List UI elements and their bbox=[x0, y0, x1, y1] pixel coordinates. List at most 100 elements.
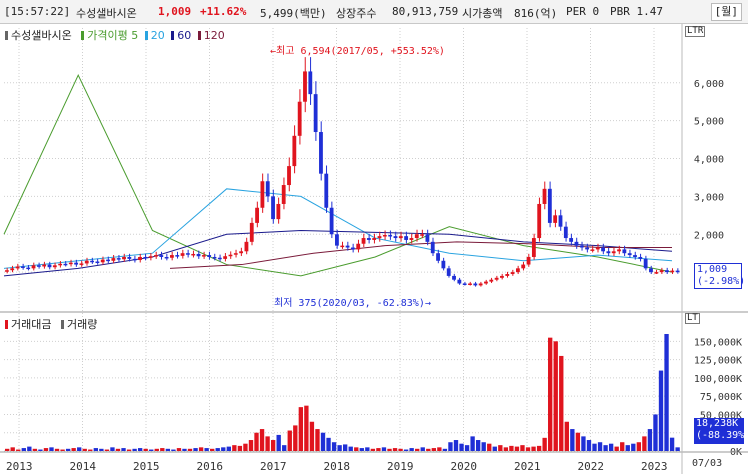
candle bbox=[617, 249, 621, 252]
volume-bar bbox=[653, 414, 658, 451]
x-tick-label: 2020 bbox=[451, 460, 478, 473]
ctrl-l[interactable]: L bbox=[687, 313, 693, 323]
volume-bar bbox=[620, 442, 625, 451]
y-tick-label: 6,000 bbox=[694, 79, 724, 90]
candle bbox=[553, 215, 558, 223]
legend-marker-icon bbox=[5, 320, 8, 329]
candle bbox=[500, 275, 504, 278]
candle bbox=[521, 264, 526, 269]
volume-bar bbox=[370, 448, 376, 451]
candle bbox=[510, 272, 515, 275]
ctrl-t[interactable]: T bbox=[692, 26, 698, 36]
time-label: [15:57:22] bbox=[4, 5, 71, 18]
ma-120[interactable]: 120 bbox=[203, 29, 225, 42]
volume-bar bbox=[298, 407, 304, 451]
ma-label[interactable]: 가격이평 bbox=[87, 29, 128, 42]
candle bbox=[42, 264, 47, 267]
volume-bar bbox=[193, 448, 198, 451]
ma-line-20 bbox=[3, 188, 673, 269]
y-tick-label: 100,000K bbox=[694, 374, 742, 385]
volume-panel-title[interactable]: 거래대금 bbox=[11, 318, 52, 331]
ma-60[interactable]: 60 bbox=[177, 29, 192, 42]
candle bbox=[170, 255, 174, 258]
price-panel-controls[interactable]: LTR bbox=[685, 26, 706, 37]
volume-bar bbox=[675, 447, 680, 451]
max-annotation: ←최고 6,594(2017/05, +553.52%) bbox=[270, 46, 445, 57]
volume-bar bbox=[121, 448, 126, 451]
ma-20[interactable]: 20 bbox=[150, 29, 165, 42]
candle bbox=[111, 258, 116, 261]
candle bbox=[31, 265, 36, 269]
change-percent: +11.62% bbox=[200, 5, 247, 18]
candle bbox=[547, 188, 552, 223]
ctrl-l[interactable]: L bbox=[687, 26, 693, 36]
volume-bar bbox=[509, 445, 514, 451]
volume-bar bbox=[248, 440, 254, 451]
candle bbox=[366, 238, 371, 240]
volume-bar bbox=[409, 448, 414, 451]
volume-bar bbox=[226, 446, 231, 451]
pbr-value: PBR 1.47 bbox=[610, 5, 663, 18]
legend-marker-icon bbox=[144, 31, 148, 40]
candle bbox=[601, 247, 605, 252]
volume-bar bbox=[398, 448, 403, 451]
volume-bar bbox=[331, 442, 337, 451]
volume-bar bbox=[531, 446, 536, 451]
x-axis-labels: 2013 2014 2015 2016 2017 2018 2019 2020 2021 2022… bbox=[6, 460, 668, 473]
period-button[interactable]: [월] bbox=[710, 3, 742, 21]
candle bbox=[84, 260, 89, 264]
candle bbox=[531, 238, 536, 257]
candle bbox=[271, 196, 275, 220]
candle bbox=[345, 245, 350, 248]
ma-5[interactable]: 5 bbox=[131, 29, 139, 42]
candle bbox=[388, 235, 393, 237]
x-tick-label: 2014 bbox=[70, 460, 97, 473]
candle bbox=[122, 256, 126, 260]
volume-panel-controls[interactable]: LT bbox=[685, 313, 700, 324]
volume-bar bbox=[77, 447, 82, 451]
y-tick-label: 75,000K bbox=[700, 392, 742, 403]
volume-bar bbox=[503, 447, 509, 451]
candle bbox=[308, 71, 313, 95]
volume-bar bbox=[564, 421, 569, 451]
volume-bar bbox=[49, 447, 54, 451]
market-cap-value: 816(억) bbox=[514, 7, 558, 20]
volume-bar bbox=[309, 421, 315, 451]
x-tick-label: 2021 bbox=[514, 460, 541, 473]
x-tick-label: 2015 bbox=[133, 460, 160, 473]
ctrl-t[interactable]: T bbox=[692, 313, 698, 323]
candle bbox=[404, 236, 409, 240]
volume-bar bbox=[149, 449, 154, 451]
ctrl-r[interactable]: R bbox=[697, 26, 704, 36]
panel-frame bbox=[0, 24, 748, 474]
volume-bar bbox=[475, 440, 481, 451]
volume-bar bbox=[115, 448, 121, 451]
y-tick-label: 2,000 bbox=[694, 230, 724, 241]
candle bbox=[287, 166, 291, 186]
candle bbox=[239, 251, 244, 254]
price-candles bbox=[5, 57, 680, 287]
candle bbox=[132, 258, 137, 261]
candle bbox=[175, 255, 180, 257]
volume-bar bbox=[658, 370, 664, 451]
candle bbox=[446, 268, 451, 276]
market-cap-label: 시가총액 bbox=[462, 7, 503, 20]
candle bbox=[164, 256, 169, 259]
volume-bar bbox=[392, 448, 398, 451]
chart-canvas[interactable]: 6,0005,0004,0003,0002,0001,000150,000K12… bbox=[0, 24, 748, 474]
quote-header: [15:57:22] 수성샐바시온 1,009 +11.62% 5,499(백만… bbox=[0, 0, 748, 24]
candle bbox=[526, 256, 531, 265]
candle bbox=[659, 270, 664, 273]
volume-panel-title-2[interactable]: 거래량 bbox=[66, 318, 98, 331]
shares-label: 상장주수 bbox=[336, 7, 377, 20]
candle bbox=[297, 101, 302, 136]
volume-legend: 거래대금 거래량 bbox=[5, 316, 97, 332]
current-price: 1,009 bbox=[158, 5, 192, 18]
candle bbox=[185, 253, 190, 255]
volume-bar bbox=[237, 445, 243, 451]
stock-name[interactable]: 수성샐바시온 bbox=[76, 7, 137, 20]
candle bbox=[90, 260, 94, 263]
price-panel-title: 수성샐바시온 bbox=[11, 29, 72, 42]
volume-bar bbox=[592, 443, 597, 451]
